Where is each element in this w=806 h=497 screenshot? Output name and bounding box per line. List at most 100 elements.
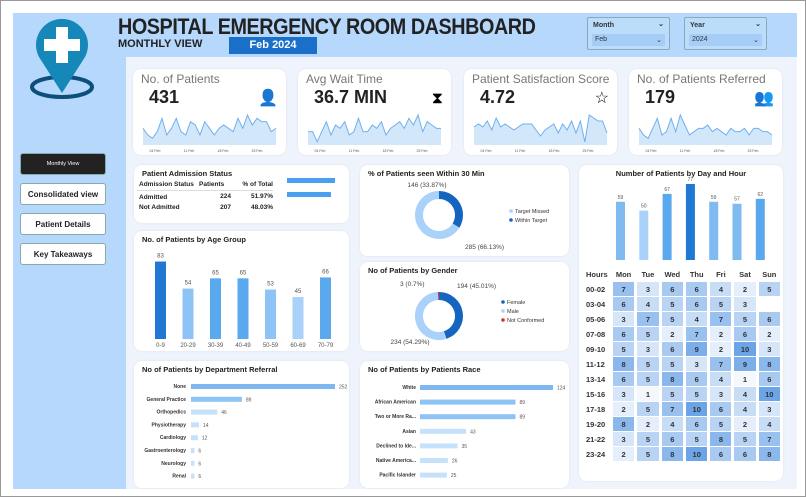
nav-monthly-view[interactable]: Monthly View xyxy=(20,153,106,175)
sparkline-area xyxy=(143,115,276,145)
page-title: HOSPITAL EMERGENCY ROOM DASHBOARD xyxy=(118,14,536,39)
heatmap-cell: 5 xyxy=(734,312,756,326)
data-label: 62 xyxy=(758,192,764,198)
month-slicer[interactable]: Month ⌄ Feb ⌄ xyxy=(587,17,670,50)
nav-consolidated-view[interactable]: Consolidated view xyxy=(20,183,106,205)
year-dropdown[interactable]: 2024 ⌄ xyxy=(689,34,762,46)
chevron-down-icon[interactable]: ⌄ xyxy=(755,21,761,28)
data-label: 77 xyxy=(688,177,694,183)
legend-label: Within Target xyxy=(515,218,547,224)
day-bar xyxy=(732,203,742,260)
age-bar xyxy=(210,278,221,339)
age-bar xyxy=(155,261,166,339)
heatmap-row: 17-18 2 5 7 10 6 4 3 xyxy=(586,402,780,416)
category-label: Renal xyxy=(172,474,186,480)
column-header: Tue xyxy=(641,269,655,279)
nav-patient-details[interactable]: Patient Details xyxy=(20,213,106,235)
heatmap-cell: 8 xyxy=(661,447,684,461)
heatmap-cell: 5 xyxy=(661,357,684,371)
kpi-label: No. of Patients Referred xyxy=(637,72,766,86)
chevron-down-icon: ⌄ xyxy=(753,37,759,44)
data-label: 46 xyxy=(221,410,227,416)
donut-slice xyxy=(438,292,463,339)
donut-slice xyxy=(415,191,460,239)
heatmap-cell: 5 xyxy=(686,432,708,446)
bar xyxy=(191,409,218,415)
year-slicer[interactable]: Year ⌄ 2024 ⌄ xyxy=(684,17,767,50)
heatmap-cell: 3 xyxy=(612,432,635,446)
legend-label: Target Missed xyxy=(515,209,549,215)
axis-tick-label: 18 Feb xyxy=(714,149,725,153)
heatmap-cell: 5 xyxy=(686,387,708,401)
data-label: 26 xyxy=(452,459,458,465)
admission-bar[interactable] xyxy=(287,178,335,183)
within-30-donut: 146 (33.87%) 285 (66.13%) Target Missed Wit… xyxy=(407,182,549,251)
category-label: Two or More Ra... xyxy=(375,414,417,420)
chart-title: Number of Patients by Day and Hour xyxy=(615,169,747,178)
hour-label: 03-04 xyxy=(586,299,606,309)
heatmap-cell: 6 xyxy=(686,417,708,431)
heatmap-cell: 1 xyxy=(637,387,659,401)
month-dropdown[interactable]: Feb ⌄ xyxy=(592,34,665,46)
heatmap-cell: 7 xyxy=(661,402,684,416)
hour-label: 13-14 xyxy=(586,374,606,384)
heatmap-cell: 5 xyxy=(637,402,659,416)
heatmap-cell: 6 xyxy=(612,372,635,386)
data-label: 65 xyxy=(240,270,247,276)
hour-label: 07-08 xyxy=(586,329,606,339)
heatmap-cell: 3 xyxy=(612,312,635,326)
heatmap-cell: 7 xyxy=(612,282,635,296)
month-slicer-label: Month xyxy=(593,22,614,29)
period-badge: Feb 2024 xyxy=(229,37,317,54)
data-label: 89 xyxy=(246,397,252,403)
category-label: Asian xyxy=(402,429,416,435)
chart-title: No of Patients by Patients Race xyxy=(368,365,481,374)
row-header-label[interactable]: Hours xyxy=(586,269,608,279)
heatmap-cell: 6 xyxy=(661,282,684,296)
admission-bar[interactable] xyxy=(287,192,332,197)
legend-label: Not Conformed xyxy=(507,318,544,324)
age-bar xyxy=(182,288,194,339)
data-label: 89 xyxy=(519,415,525,421)
rating-icon: ☆ xyxy=(594,90,609,107)
heatmap-cell: 10 xyxy=(758,387,780,401)
bar xyxy=(191,448,195,453)
data-label: 83 xyxy=(157,254,164,260)
kpi-card: Patient Satisfaction Score 4.72 ☆ 04 Feb 11 … xyxy=(464,69,617,155)
axis-tick-label: 50-59 xyxy=(263,343,279,349)
heatmap-row: 11-12 8 5 5 3 7 9 8 xyxy=(586,357,780,371)
category-label: Native America... xyxy=(376,458,417,464)
bar xyxy=(191,473,195,479)
data-label: 59 xyxy=(711,195,717,201)
nav-key-takeaways[interactable]: Key Takeaways xyxy=(20,243,106,265)
department-referral-chart: None 252 General Practice 89 Orthopedics 46 Ph… xyxy=(144,384,348,480)
axis-tick-label: 60-69 xyxy=(290,343,306,349)
axis-tick-label: 18 Feb xyxy=(549,149,560,153)
sparkline-area xyxy=(308,115,441,145)
data-label: 57 xyxy=(734,197,740,203)
legend-marker xyxy=(501,300,505,304)
heatmap-row: 00-02 7 3 6 6 4 2 5 xyxy=(586,282,780,296)
heatmap-cell: 5 xyxy=(637,372,659,386)
col-header[interactable]: Patients xyxy=(199,181,225,188)
chevron-down-icon[interactable]: ⌄ xyxy=(658,21,664,28)
bar xyxy=(191,460,195,466)
heatmap-cell: 5 xyxy=(758,282,780,296)
col-header[interactable]: Admission Status xyxy=(139,181,194,188)
heatmap-cell: 5 xyxy=(637,357,659,371)
axis-tick-label: 25 Feb xyxy=(252,149,263,153)
chart-title: No. of Patients by Age Group xyxy=(142,235,246,244)
kpi-label: Patient Satisfaction Score xyxy=(472,72,610,86)
heatmap-cell: 2 xyxy=(710,342,732,356)
col-header[interactable]: % of Total xyxy=(242,181,273,188)
kpi-card: No. of Patients 431 👤 04 Feb 11 Feb 18 Feb 25 … xyxy=(133,69,286,155)
data-label: 25 xyxy=(451,473,457,479)
donut-slice xyxy=(438,191,463,228)
heatmap-cell: 4 xyxy=(734,387,756,401)
heatmap-cell: 3 xyxy=(637,342,659,356)
heatmap-row: 19-20 8 2 4 6 5 2 4 xyxy=(586,417,780,431)
kpi-sparkline: 04 Feb 11 Feb 18 Feb 25 Feb xyxy=(308,113,441,153)
heatmap-cell: 1 xyxy=(734,372,756,386)
heatmap-cell: 2 xyxy=(637,417,659,431)
year-slicer-label: Year xyxy=(690,22,705,29)
